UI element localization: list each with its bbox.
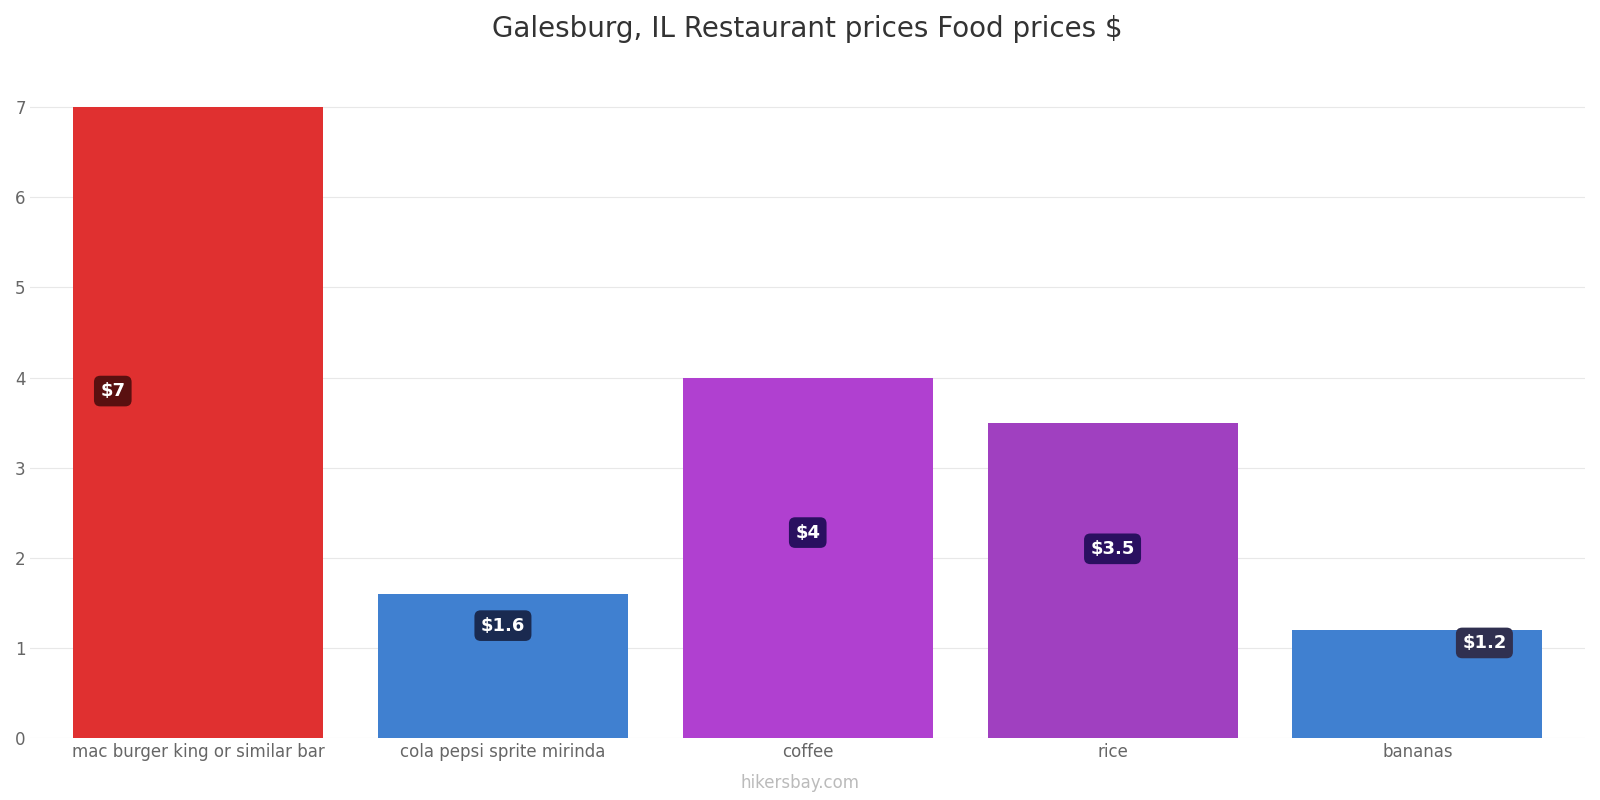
Text: $1.2: $1.2 <box>1462 634 1507 652</box>
Text: $3.5: $3.5 <box>1090 540 1134 558</box>
Text: hikersbay.com: hikersbay.com <box>741 774 859 792</box>
Text: $4: $4 <box>795 523 821 542</box>
Title: Galesburg, IL Restaurant prices Food prices $: Galesburg, IL Restaurant prices Food pri… <box>493 15 1123 43</box>
Bar <box>683 378 933 738</box>
Text: $1.6: $1.6 <box>480 617 525 634</box>
Bar <box>378 594 627 738</box>
Text: $7: $7 <box>101 382 125 400</box>
Bar <box>74 107 323 738</box>
Bar <box>987 422 1237 738</box>
Bar <box>1293 630 1542 738</box>
